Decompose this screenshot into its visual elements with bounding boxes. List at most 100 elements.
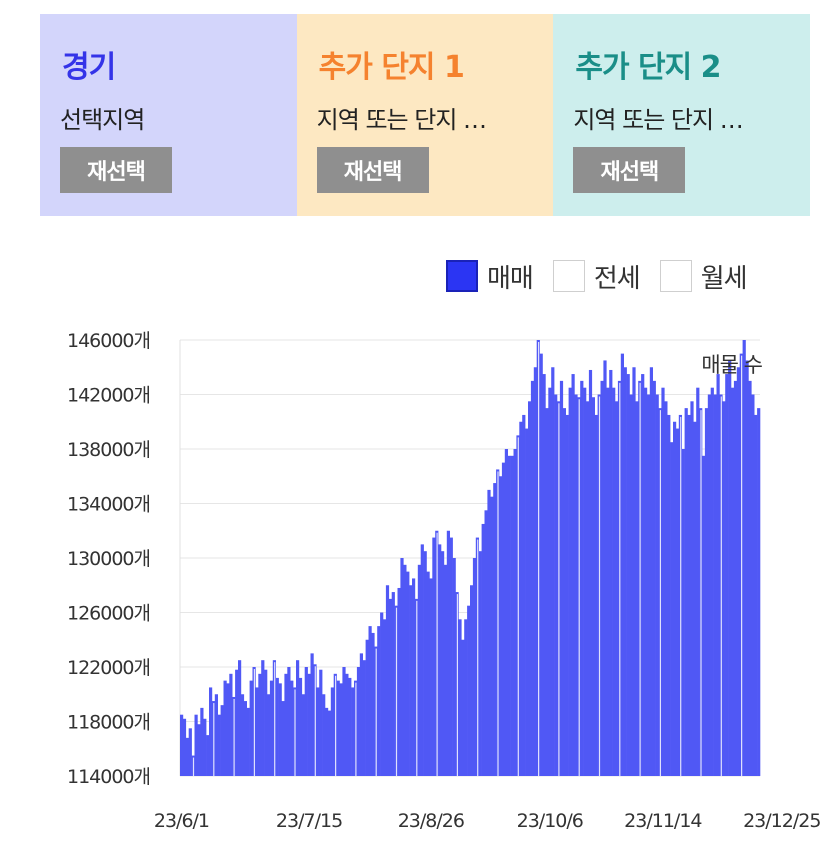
- bar: [423, 551, 427, 776]
- bar: [412, 578, 416, 776]
- y-tick-label: 142000개: [67, 385, 150, 407]
- bar: [533, 367, 537, 776]
- bar: [551, 367, 555, 776]
- checkbox-wolse[interactable]: [659, 260, 692, 292]
- bar-divider: [274, 662, 276, 776]
- bar: [429, 578, 433, 776]
- checkbox-jeonse[interactable]: [552, 260, 585, 292]
- legend-item-jeonse[interactable]: 전세: [552, 258, 641, 295]
- bar: [342, 667, 346, 776]
- bar: [351, 687, 355, 776]
- bar: [684, 408, 688, 776]
- bar-divider: [192, 757, 195, 776]
- bar: [180, 714, 184, 776]
- bar: [554, 394, 558, 776]
- bar: [583, 387, 587, 776]
- bar-divider: [578, 399, 580, 776]
- bar-divider: [558, 403, 560, 776]
- bar: [487, 489, 491, 776]
- y-tick-label: 114000개: [67, 766, 150, 788]
- bar: [591, 397, 595, 776]
- bar: [345, 673, 349, 776]
- bar: [461, 639, 465, 776]
- bar: [380, 612, 384, 776]
- bar-divider: [395, 607, 398, 776]
- bar: [275, 677, 279, 776]
- reselect-button[interactable]: 재선택: [316, 147, 429, 193]
- bar: [519, 421, 523, 776]
- bar: [452, 558, 456, 776]
- bar: [493, 483, 497, 776]
- bar: [725, 374, 729, 776]
- x-tick-label: 23/10/6: [517, 810, 583, 832]
- bar: [458, 619, 462, 776]
- bar: [545, 408, 549, 776]
- bar: [478, 551, 482, 776]
- legend-label: 전세: [593, 263, 641, 294]
- bar: [278, 683, 282, 776]
- panel-subtitle: 지역 또는 단지 …: [573, 106, 743, 134]
- bar: [525, 428, 529, 776]
- bar: [722, 401, 726, 776]
- bar: [203, 718, 207, 776]
- bar: [359, 653, 363, 776]
- bar: [507, 455, 511, 776]
- bar: [298, 677, 303, 776]
- bar: [548, 387, 552, 776]
- bar: [327, 710, 332, 776]
- bar-divider: [700, 410, 702, 776]
- bar: [635, 401, 639, 776]
- bar: [420, 544, 424, 776]
- bar: [432, 537, 436, 776]
- bar-divider: [416, 600, 418, 776]
- bar: [615, 401, 619, 776]
- bar: [243, 701, 247, 776]
- bar: [736, 367, 740, 776]
- legend-label: 월세: [700, 263, 748, 294]
- bar: [229, 673, 233, 776]
- bar: [290, 680, 294, 776]
- bar: [438, 544, 442, 776]
- checkbox-sale[interactable]: [446, 260, 478, 292]
- panel-title: 경기: [62, 50, 116, 85]
- x-tick-label: 23/6/1: [154, 810, 209, 832]
- y-tick-label: 118000개: [67, 712, 150, 734]
- bar: [246, 707, 250, 776]
- panel-extra-complex-2: 추가 단지 2 지역 또는 단지 … 재선택: [553, 14, 811, 216]
- bar: [264, 669, 268, 776]
- bar: [606, 387, 610, 776]
- bar: [330, 687, 334, 776]
- bar: [603, 360, 607, 776]
- bar: [362, 660, 366, 776]
- bar-divider: [619, 382, 621, 776]
- bar: [655, 394, 659, 776]
- bar: [733, 380, 738, 776]
- panel-title: 추가 단지 1: [318, 50, 465, 85]
- bar: [574, 394, 578, 776]
- bar: [522, 414, 526, 776]
- reselect-button[interactable]: 재선택: [60, 147, 172, 193]
- y-tick-label: 126000개: [67, 603, 150, 625]
- bar: [319, 669, 323, 776]
- bar: [383, 619, 387, 776]
- reselect-button[interactable]: 재선택: [573, 147, 686, 193]
- bar: [406, 571, 410, 776]
- bar-divider: [680, 416, 682, 776]
- bar: [267, 694, 271, 776]
- bar: [626, 374, 630, 776]
- bar-divider: [456, 594, 459, 776]
- bar: [301, 694, 305, 776]
- legend-item-sale[interactable]: 매매: [446, 258, 534, 295]
- legend-item-wolse[interactable]: 월세: [659, 258, 748, 295]
- bar: [707, 394, 711, 776]
- bar: [182, 718, 187, 776]
- bar: [281, 701, 285, 776]
- bar: [220, 705, 224, 776]
- y-tick-label: 122000개: [67, 657, 150, 679]
- bar: [426, 571, 430, 776]
- bar: [586, 401, 590, 776]
- bar: [417, 564, 421, 776]
- bar: [580, 380, 584, 776]
- bar: [649, 367, 653, 776]
